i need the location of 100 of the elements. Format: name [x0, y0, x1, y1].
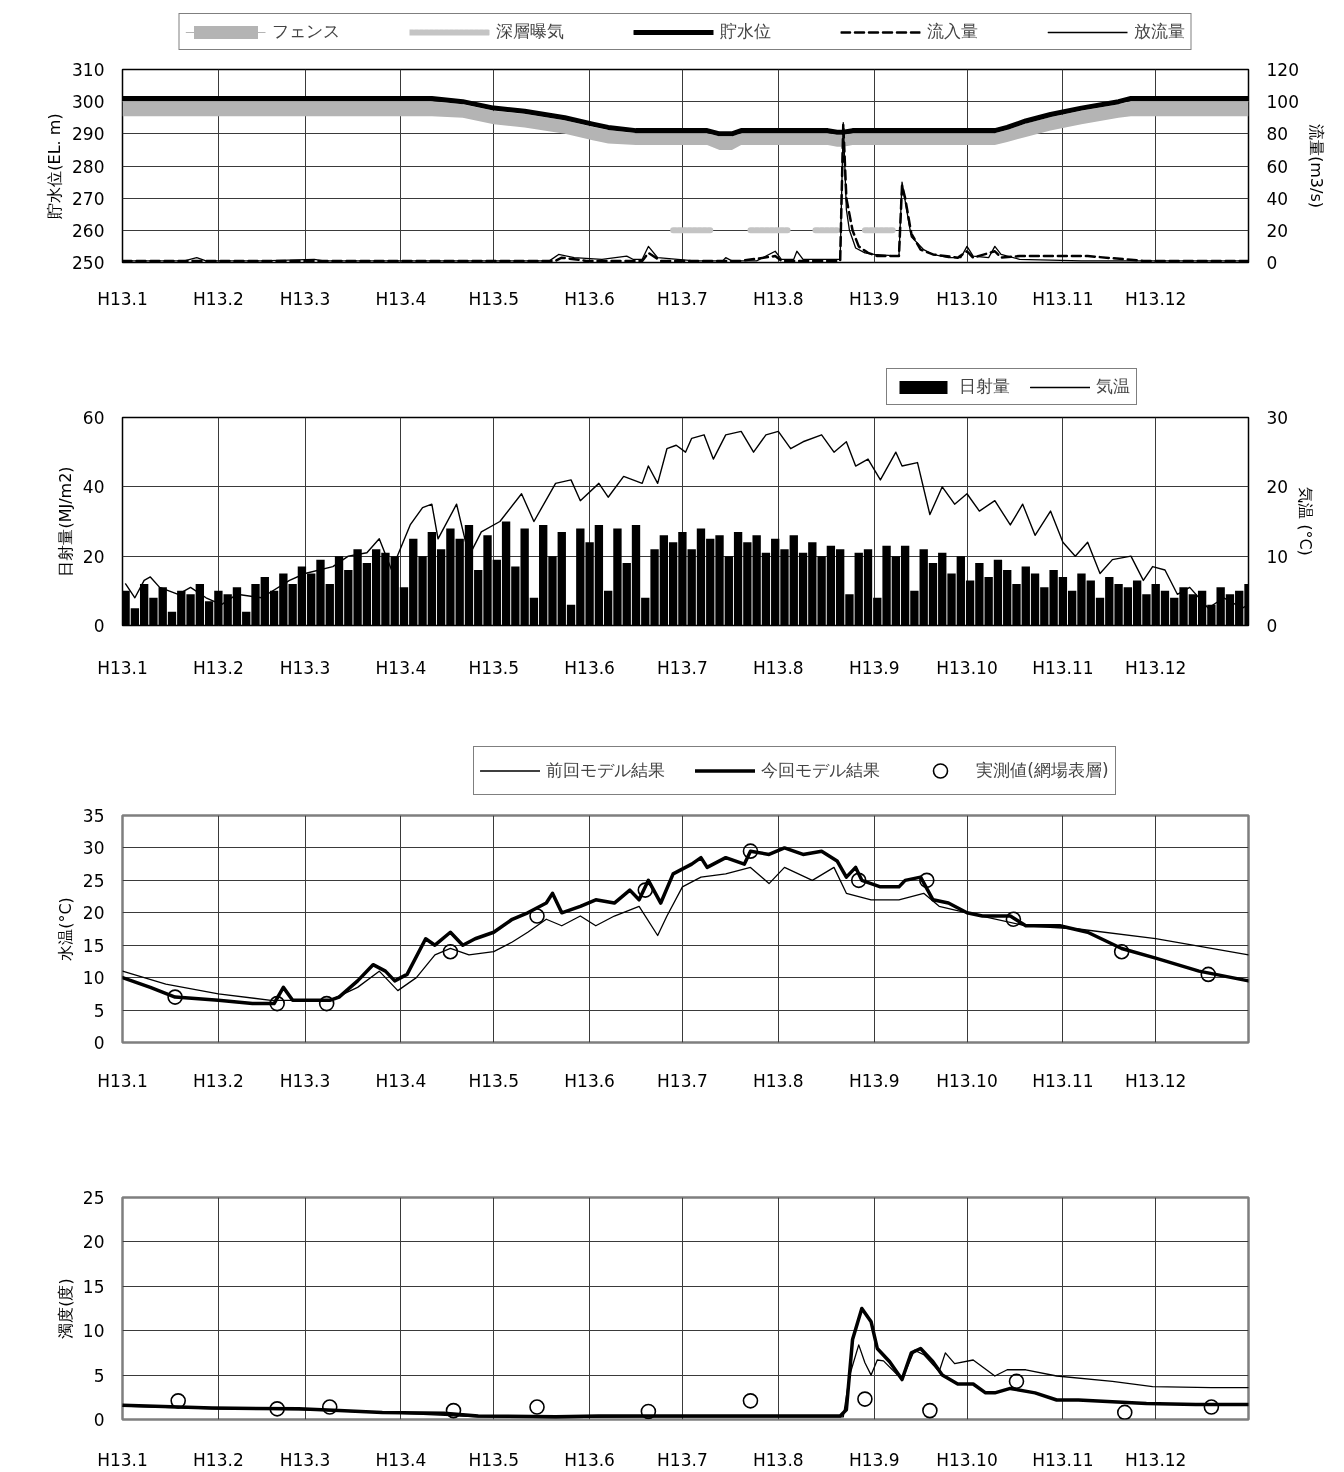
y-axis-title: 日射量(MJ/m2) — [55, 466, 75, 577]
y2-tick-label: 0 — [1266, 616, 1278, 636]
x-tick-label: H13.5 — [468, 1070, 520, 1091]
x-tick-label: H13.3 — [279, 288, 331, 309]
y-tick-label: 35 — [82, 806, 105, 826]
x-tick-label: H13.11 — [1032, 288, 1094, 309]
y2-axis-title: 気温 (°C) — [1296, 487, 1316, 556]
x-tick-label: H13.12 — [1124, 1449, 1187, 1470]
x-tick-label: H13.10 — [936, 1070, 998, 1091]
y2-tick-label: 40 — [1266, 188, 1289, 209]
y-tick-label: 270 — [72, 188, 105, 209]
x-tick-label: H13.2 — [193, 657, 244, 678]
y-tick-label: 300 — [72, 92, 105, 113]
x-tick-label: H13.3 — [279, 657, 331, 678]
x-tick-label: H13.3 — [279, 1070, 331, 1091]
x-tick-label: H13.4 — [375, 657, 427, 678]
x-tick-label: H13.4 — [375, 288, 427, 309]
x-tick-label: H13.8 — [752, 1070, 804, 1091]
y2-tick-label: 120 — [1266, 60, 1299, 80]
y2-tick-label: 10 — [1266, 546, 1289, 567]
x-tick-label: H13.6 — [564, 288, 615, 309]
x-tick-label: H13.9 — [848, 1070, 900, 1091]
x-tick-label: H13.8 — [752, 657, 804, 678]
y2-axis-title: 流量(m3/s) — [1306, 124, 1326, 208]
x-tick-label: H13.12 — [1124, 288, 1187, 309]
y-tick-label: 25 — [82, 870, 105, 891]
y-tick-label: 0 — [93, 1033, 105, 1053]
x-tick-label: H13.9 — [848, 288, 900, 309]
legend-label: 前回モデル結果 — [546, 759, 666, 782]
x-tick-label: H13.2 — [193, 1449, 244, 1470]
y-tick-label: 0 — [93, 1410, 105, 1430]
x-tick-label: H13.4 — [375, 1449, 427, 1470]
x-tick-label: H13.1 — [97, 657, 148, 678]
y-tick-label: 60 — [82, 408, 105, 428]
x-tick-label: H13.6 — [564, 1449, 615, 1470]
x-tick-label: H13.10 — [936, 1449, 998, 1470]
x-tick-label: H13.7 — [657, 657, 708, 678]
y-tick-label: 40 — [82, 477, 105, 498]
y-axis-title: 水温(°C) — [55, 897, 75, 961]
x-tick-label: H13.8 — [752, 288, 804, 309]
x-tick-label: H13.11 — [1032, 1449, 1094, 1470]
legend-label: 流入量 — [926, 20, 978, 43]
x-tick-label: H13.1 — [97, 1070, 148, 1091]
y-tick-label: 5 — [93, 1365, 105, 1386]
y2-tick-label: 80 — [1266, 124, 1289, 145]
x-tick-label: H13.11 — [1032, 1070, 1094, 1091]
y-tick-label: 10 — [82, 968, 105, 989]
y-tick-label: 15 — [82, 935, 105, 956]
y-axis-title: 濁度(度) — [55, 1278, 75, 1339]
x-tick-label: H13.7 — [657, 1449, 708, 1470]
legend-label: 今回モデル結果 — [761, 759, 881, 782]
x-tick-label: H13.6 — [564, 657, 615, 678]
x-tick-label: H13.11 — [1032, 657, 1094, 678]
y-tick-label: 20 — [82, 903, 105, 924]
y-tick-label: 280 — [72, 156, 105, 177]
y-tick-label: 20 — [82, 546, 105, 567]
x-tick-label: H13.2 — [193, 1070, 244, 1091]
y-axis-title: 貯水位(EL. m) — [45, 113, 65, 219]
x-tick-label: H13.5 — [468, 657, 520, 678]
x-tick-label: H13.12 — [1124, 657, 1187, 678]
x-tick-label: H13.7 — [657, 288, 708, 309]
legend-label: 日射量 — [959, 375, 1011, 398]
y-tick-label: 5 — [93, 1000, 105, 1021]
legend-label: フェンス — [271, 20, 340, 43]
x-tick-label: H13.5 — [468, 288, 520, 309]
y2-tick-label: 30 — [1266, 408, 1289, 428]
x-tick-label: H13.4 — [375, 1070, 427, 1091]
y2-tick-label: 100 — [1266, 92, 1299, 113]
legend-label: 貯水位 — [719, 20, 771, 43]
y-tick-label: 0 — [93, 616, 105, 636]
x-tick-label: H13.1 — [97, 1449, 148, 1470]
x-tick-label: H13.8 — [752, 1449, 804, 1470]
x-tick-label: H13.12 — [1124, 1070, 1187, 1091]
y2-tick-label: 0 — [1266, 253, 1278, 273]
y-tick-label: 15 — [82, 1276, 105, 1297]
x-tick-label: H13.5 — [468, 1449, 520, 1470]
legend-label: 深層曝気 — [495, 20, 564, 43]
x-tick-label: H13.9 — [848, 657, 900, 678]
y-tick-label: 260 — [72, 220, 105, 241]
y-tick-label: 20 — [82, 1232, 105, 1253]
y2-tick-label: 20 — [1266, 220, 1289, 241]
legend-label: 実測値(網場表層) — [976, 759, 1109, 782]
legend-label: 気温 — [1096, 375, 1131, 398]
y-tick-label: 250 — [72, 253, 105, 273]
x-tick-label: H13.9 — [848, 1449, 900, 1470]
y-tick-label: 30 — [82, 838, 105, 859]
x-tick-label: H13.2 — [193, 288, 244, 309]
y2-tick-label: 20 — [1266, 477, 1289, 498]
x-tick-label: H13.6 — [564, 1070, 615, 1091]
x-tick-label: H13.1 — [97, 288, 148, 309]
x-tick-label: H13.10 — [936, 657, 998, 678]
y-tick-label: 10 — [82, 1321, 105, 1342]
y2-tick-label: 60 — [1266, 156, 1289, 177]
x-tick-label: H13.3 — [279, 1449, 331, 1470]
x-tick-label: H13.7 — [657, 1070, 708, 1091]
y-tick-label: 290 — [72, 124, 105, 145]
y-tick-label: 25 — [82, 1188, 105, 1208]
x-tick-label: H13.10 — [936, 288, 998, 309]
legend-label: 放流量 — [1133, 20, 1185, 43]
y-tick-label: 310 — [72, 60, 105, 80]
